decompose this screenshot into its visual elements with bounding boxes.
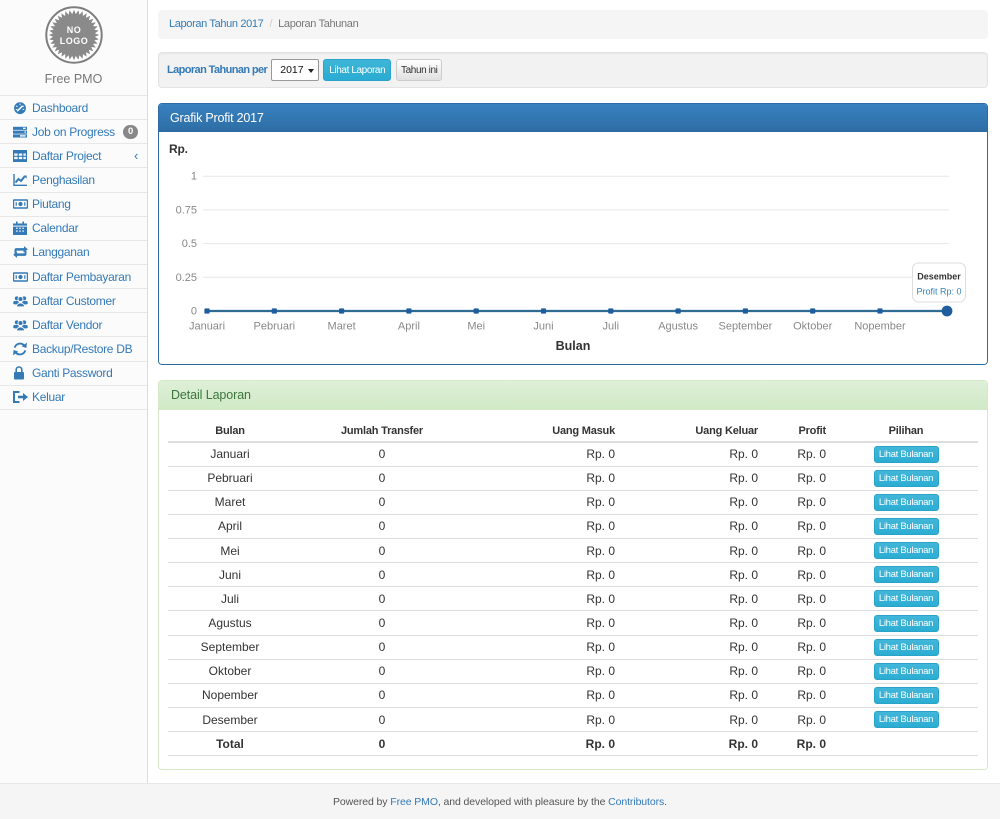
svg-text:Nopember: Nopember <box>854 321 906 333</box>
svg-text:LOGO: LOGO <box>59 36 88 46</box>
svg-text:0: 0 <box>191 306 197 318</box>
svg-text:Maret: Maret <box>328 321 356 333</box>
svg-text:Oktober: Oktober <box>793 321 832 333</box>
svg-text:0.5: 0.5 <box>182 238 197 250</box>
svg-text:Juni: Juni <box>533 321 553 333</box>
svg-text:0.75: 0.75 <box>176 204 197 216</box>
svg-text:Januari: Januari <box>189 321 225 333</box>
svg-text:0.25: 0.25 <box>176 272 197 284</box>
svg-text:1: 1 <box>191 171 197 183</box>
svg-text:Mei: Mei <box>467 321 485 333</box>
svg-text:Profit Rp: 0: Profit Rp: 0 <box>916 287 961 297</box>
svg-text:Pebruari: Pebruari <box>254 321 296 333</box>
svg-text:September: September <box>718 321 772 333</box>
svg-text:Rp.: Rp. <box>169 142 188 156</box>
svg-text:April: April <box>398 321 420 333</box>
svg-text:Bulan: Bulan <box>556 339 591 353</box>
svg-text:NO: NO <box>66 25 81 35</box>
svg-text:Desember: Desember <box>917 272 961 282</box>
svg-text:Agustus: Agustus <box>658 321 698 333</box>
svg-text:Juli: Juli <box>603 321 620 333</box>
